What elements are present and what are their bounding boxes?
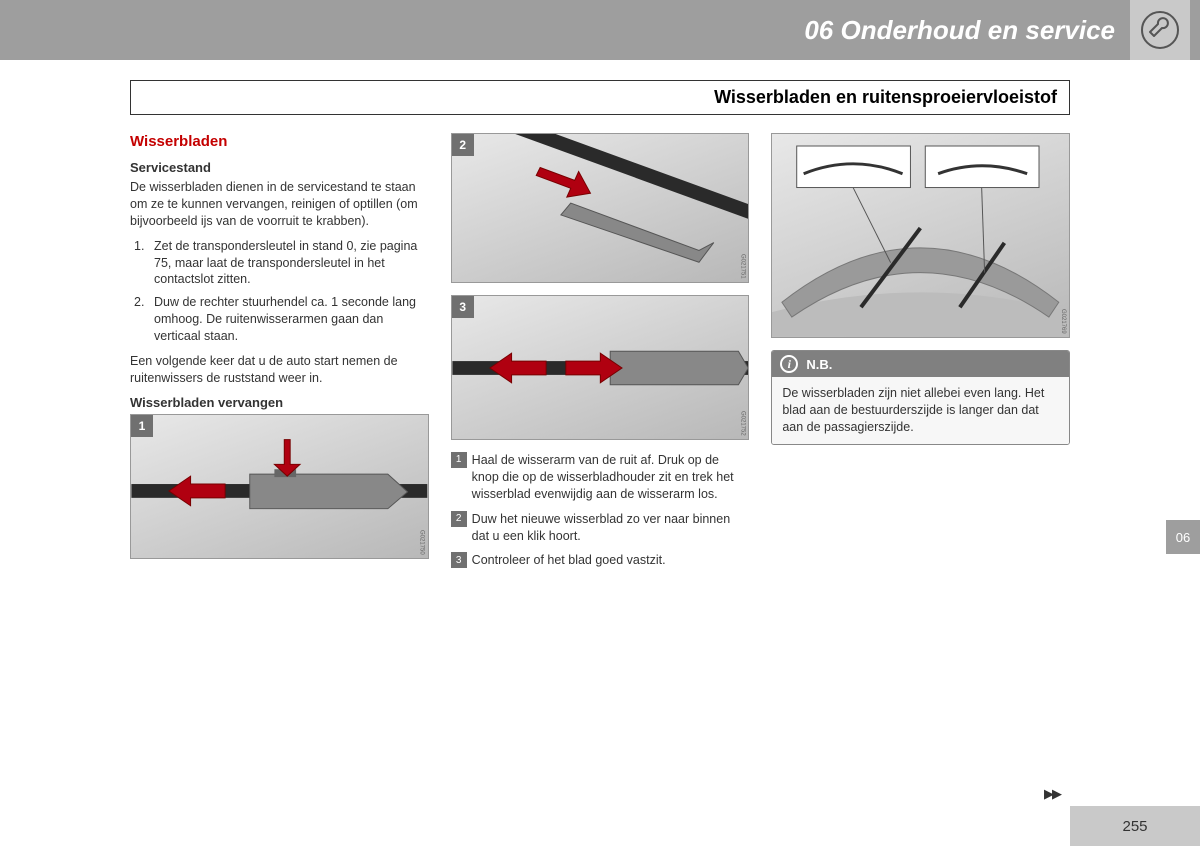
continuation-arrows-icon: ▶▶ [1044, 786, 1060, 802]
content-columns: Wisserbladen Servicestand De wisserblade… [130, 133, 1070, 577]
figure-number-badge: 2 [452, 134, 474, 156]
heading-servicestand: Servicestand [130, 160, 429, 175]
list-text: Zet de transpondersleutel in stand 0, zi… [154, 238, 429, 289]
section-title: Wisserbladen en ruitensproeiervloeistof [714, 87, 1057, 107]
note-title: N.B. [806, 357, 832, 372]
figure-number-badge: 1 [131, 415, 153, 437]
step-1-text: Haal de wisserarm van de ruit af. Druk o… [472, 452, 750, 503]
list-item: 1. Zet de transpondersleutel in stand 0,… [134, 238, 429, 289]
column-2: 2 G021751 3 G021752 1 Haal de wisserarm … [451, 133, 750, 577]
page-number-box: 255 [1070, 806, 1200, 846]
figure-1: 1 G021750 [130, 414, 429, 559]
note-box: i N.B. De wisserbladen zijn niet allebei… [771, 350, 1070, 445]
wiper-insert-illustration [452, 134, 749, 282]
figure-number-badge: 3 [452, 296, 474, 318]
column-1: Wisserbladen Servicestand De wisserblade… [130, 133, 429, 577]
servicestand-note: Een volgende keer dat u de auto start ne… [130, 353, 429, 387]
step-marker-3: 3 [451, 552, 467, 568]
figure-3: 3 G021752 [451, 295, 750, 440]
note-body: De wisserbladen zijn niet allebei even l… [772, 377, 1069, 444]
figure-4: G021769 [771, 133, 1070, 338]
note-header: i N.B. [772, 351, 1069, 377]
step-2-text: Duw het nieuwe wisserblad zo ver naar bi… [472, 511, 750, 545]
step-1-row: 1 Haal de wisserarm van de ruit af. Druk… [451, 452, 750, 503]
list-text: Duw de rechter stuurhendel ca. 1 seconde… [154, 294, 429, 345]
figure-code: G021752 [739, 411, 745, 436]
servicestand-intro: De wisserbladen dienen in de servicestan… [130, 179, 429, 230]
windshield-illustration [772, 134, 1069, 337]
wiper-check-illustration [452, 296, 749, 439]
heading-wisserbladen: Wisserbladen [130, 133, 429, 150]
chapter-icon-box [1130, 0, 1190, 60]
figure-code: G021769 [1060, 309, 1066, 334]
wiper-press-illustration [131, 415, 428, 558]
list-number: 2. [134, 294, 154, 345]
figure-code: G021751 [739, 254, 745, 279]
wrench-icon [1140, 10, 1180, 50]
step-3-row: 3 Controleer of het blad goed vastzit. [451, 552, 750, 569]
service-steps-list: 1. Zet de transpondersleutel in stand 0,… [134, 238, 429, 345]
page-number: 255 [1122, 818, 1147, 835]
heading-vervangen: Wisserbladen vervangen [130, 395, 429, 410]
section-title-bar: Wisserbladen en ruitensproeiervloeistof [130, 80, 1070, 115]
figure-2: 2 G021751 [451, 133, 750, 283]
chapter-header: 06 Onderhoud en service [0, 0, 1200, 60]
step-3-text: Controleer of het blad goed vastzit. [472, 552, 666, 569]
step-2-row: 2 Duw het nieuwe wisserblad zo ver naar … [451, 511, 750, 545]
side-tab-label: 06 [1176, 530, 1190, 545]
chapter-title: 06 Onderhoud en service [804, 15, 1115, 46]
side-tab: 06 [1166, 520, 1200, 554]
step-marker-2: 2 [451, 511, 467, 527]
step-marker-1: 1 [451, 452, 467, 468]
figure-code: G021750 [419, 530, 425, 555]
column-3: G021769 i N.B. De wisserbladen zijn niet… [771, 133, 1070, 577]
list-item: 2. Duw de rechter stuurhendel ca. 1 seco… [134, 294, 429, 345]
list-number: 1. [134, 238, 154, 289]
info-icon: i [780, 355, 798, 373]
